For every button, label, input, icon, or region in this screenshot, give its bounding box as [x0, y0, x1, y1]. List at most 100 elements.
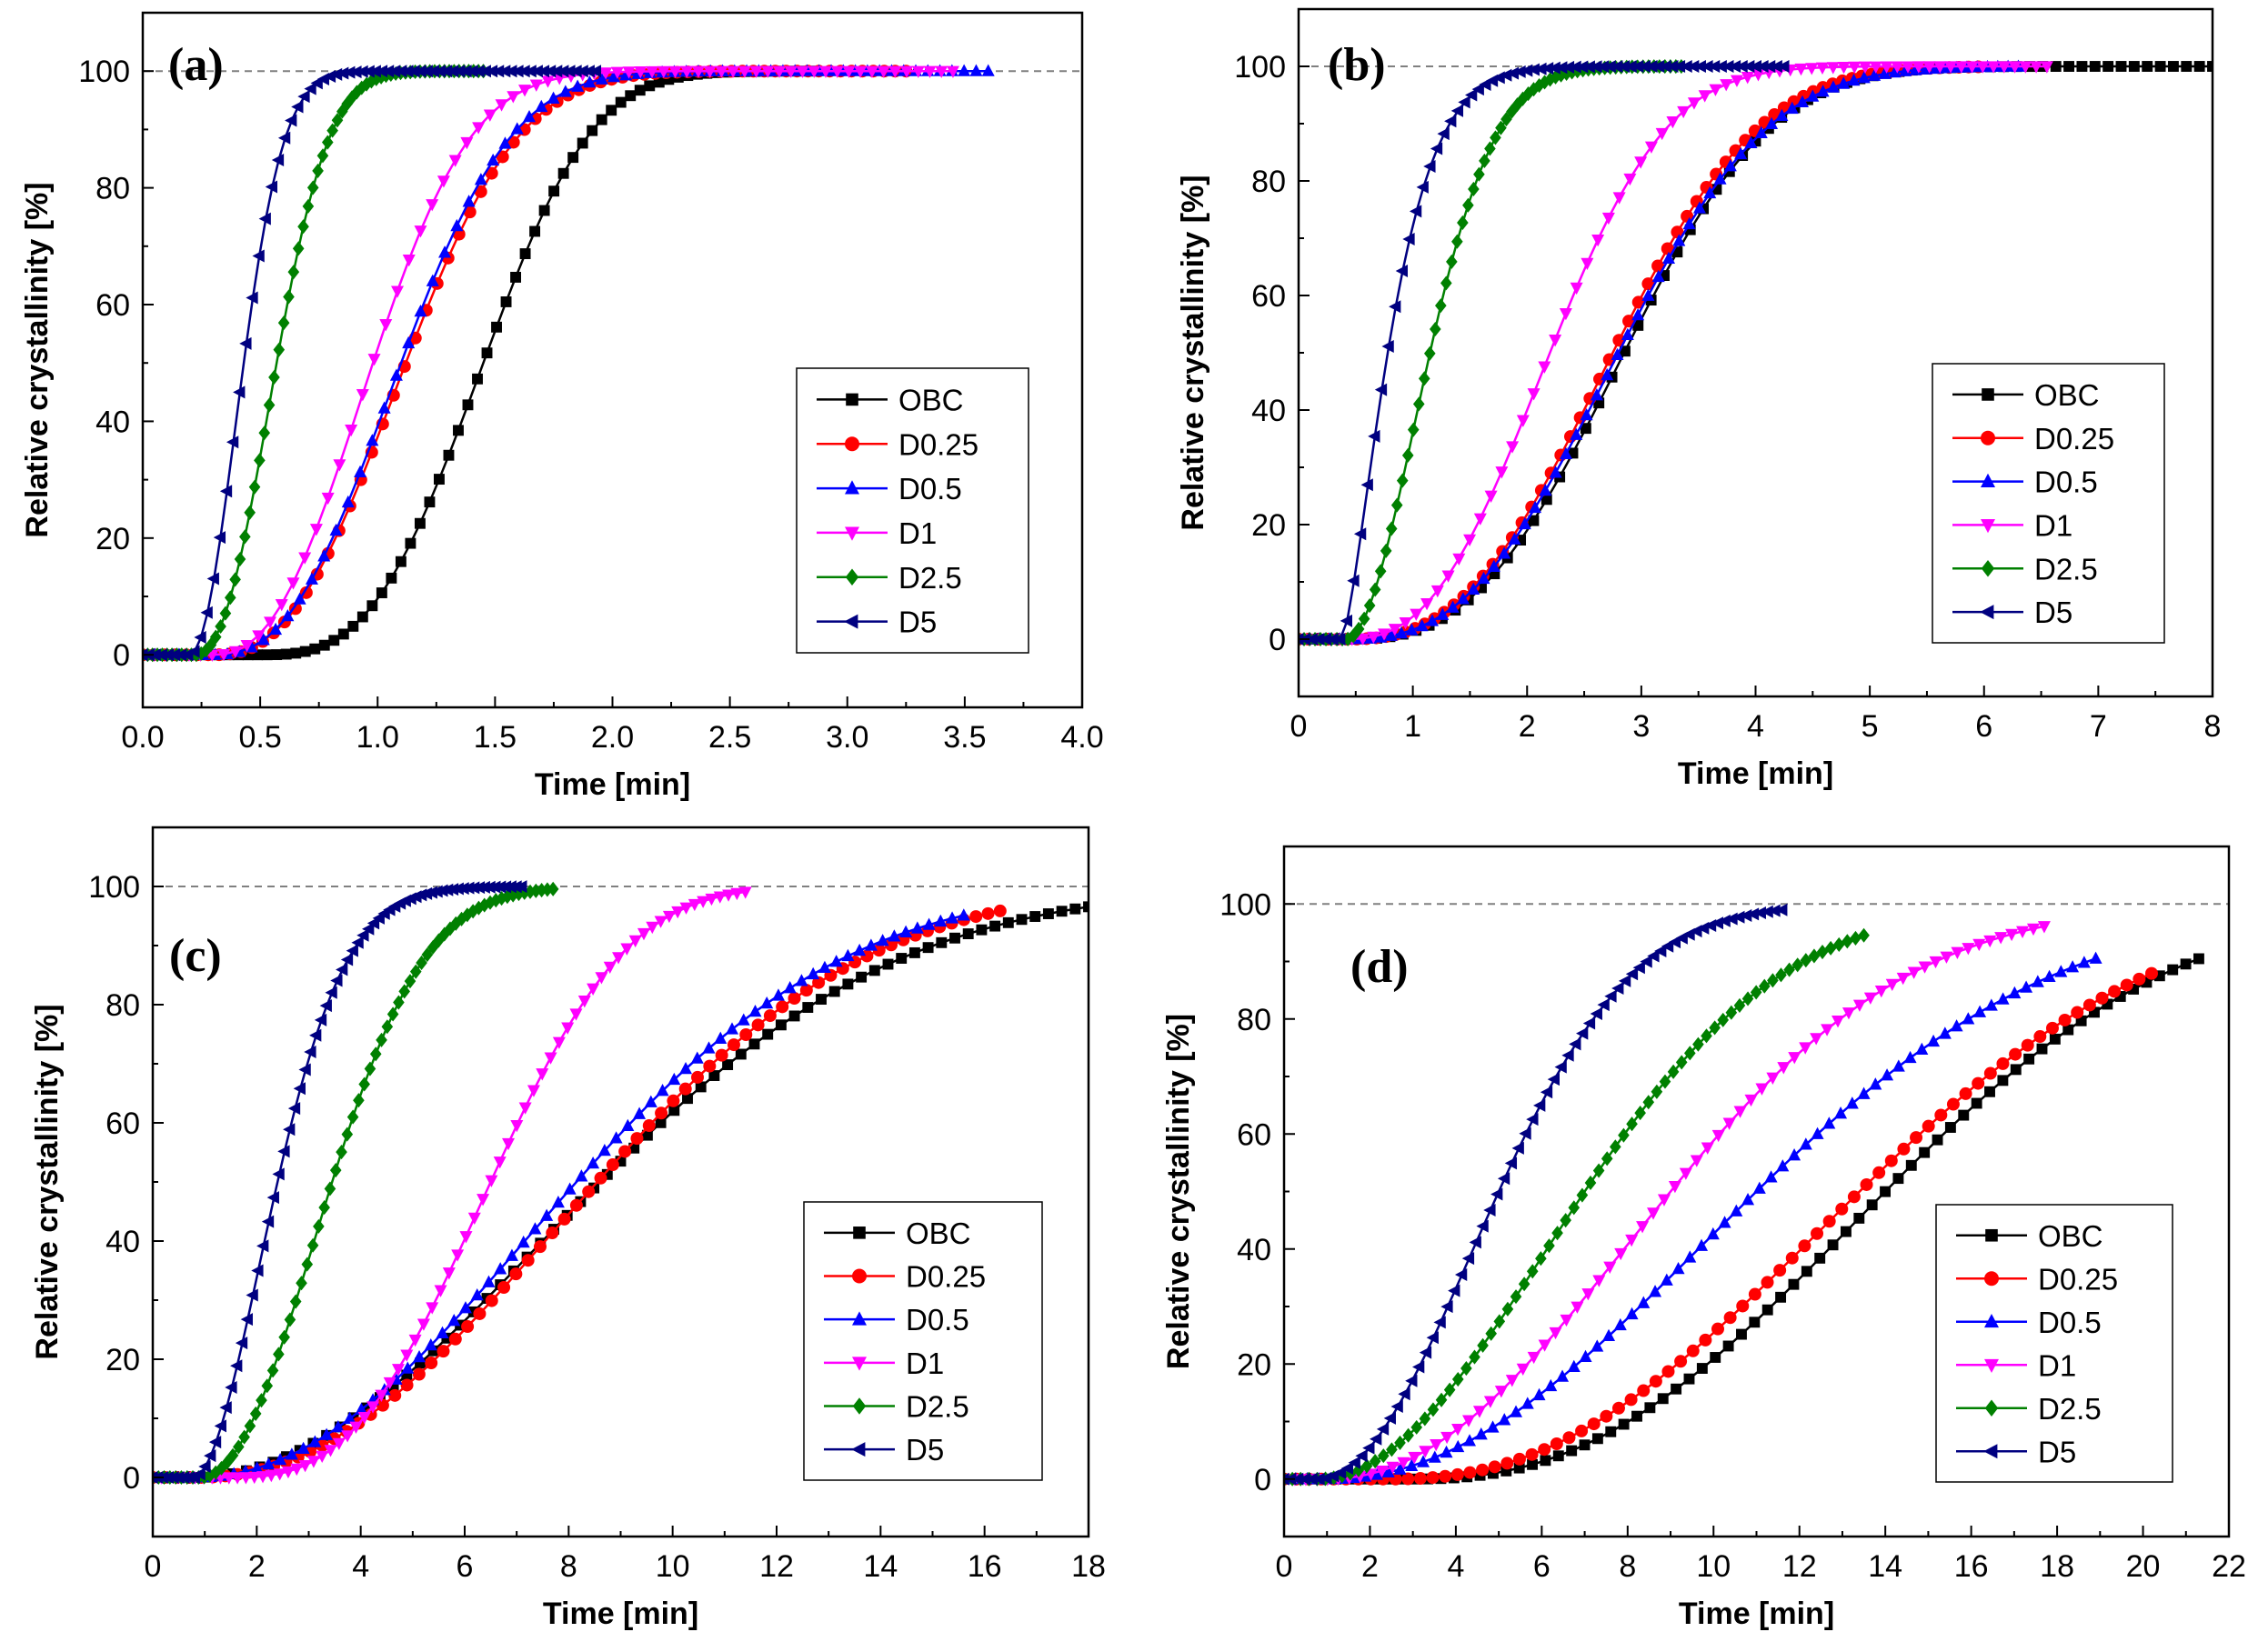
data-point	[1647, 949, 1660, 963]
data-point	[1083, 901, 1089, 913]
data-point	[981, 906, 995, 920]
data-point	[1410, 608, 1423, 621]
data-point	[1520, 1397, 1534, 1409]
data-point	[271, 649, 283, 660]
data-point	[1657, 1194, 1671, 1206]
data-point	[298, 1459, 312, 1473]
data-point	[1722, 1340, 1734, 1352]
data-point	[1560, 1213, 1571, 1228]
data-point	[1730, 75, 1743, 87]
data-point	[225, 1380, 237, 1394]
data-point	[1767, 973, 1779, 988]
data-point	[653, 76, 665, 88]
data-point	[1878, 66, 1892, 79]
data-point	[1684, 224, 1696, 235]
data-point	[2021, 1038, 2034, 1052]
data-point	[1845, 1096, 1859, 1109]
data-point	[1567, 447, 1579, 459]
data-point	[1319, 633, 1332, 646]
data-point	[518, 1102, 532, 1115]
data-point	[595, 72, 608, 85]
data-point	[316, 148, 329, 164]
chart-panel-c: 0 2 4 6 8 10 12 14 16 18 0 20 40 60 80 100 Time [min] Rel…	[30, 826, 1106, 1631]
data-point	[1467, 582, 1480, 595]
data-point	[312, 163, 324, 178]
data-point	[737, 1013, 750, 1026]
data-point	[1533, 1098, 1546, 1112]
x-tick-label: 2	[248, 1549, 266, 1584]
data-point	[1374, 564, 1387, 579]
data-point	[1312, 633, 1325, 646]
data-point	[1736, 1299, 1750, 1313]
data-point	[1654, 944, 1667, 957]
data-point	[695, 1081, 707, 1093]
data-point	[1510, 1405, 1523, 1417]
legend-marker	[846, 393, 858, 406]
data-point	[830, 65, 844, 78]
data-point	[366, 600, 378, 612]
data-point	[763, 1009, 777, 1023]
data-point	[481, 347, 493, 359]
data-point	[297, 219, 309, 235]
data-point	[1540, 1455, 1551, 1467]
legend-label: OBC	[2034, 378, 2100, 412]
data-point	[231, 1472, 245, 1485]
legend-label: OBC	[898, 383, 964, 416]
data-point	[922, 942, 934, 954]
data-point	[1675, 1055, 1688, 1070]
plot-area	[153, 880, 1089, 1486]
data-point	[784, 65, 798, 78]
data-point	[283, 289, 295, 305]
data-point	[148, 648, 161, 662]
data-point	[2114, 991, 2126, 1002]
data-point	[265, 1469, 278, 1483]
data-point	[2193, 61, 2205, 72]
data-point	[1461, 1252, 1475, 1266]
data-point	[1741, 1193, 1755, 1206]
data-point	[505, 65, 517, 78]
data-point	[281, 608, 295, 622]
data-point	[1593, 397, 1605, 409]
y-tick-label: 100	[78, 55, 130, 89]
y-tick-label: 40	[1237, 1233, 1271, 1267]
x-tick-label: 3	[1632, 709, 1650, 744]
data-point	[2020, 980, 2033, 993]
data-point	[443, 449, 455, 461]
data-point	[1874, 985, 1888, 998]
data-point	[1376, 1422, 1390, 1436]
data-point	[622, 66, 636, 79]
data-point	[230, 1359, 243, 1373]
data-point	[679, 1061, 693, 1075]
data-point	[1816, 85, 1830, 97]
data-point	[280, 648, 292, 660]
data-point	[1506, 104, 1518, 119]
data-point	[1495, 466, 1509, 479]
data-point	[281, 1466, 295, 1479]
data-point	[1640, 955, 1652, 968]
data-point	[854, 65, 868, 78]
data-point	[505, 1248, 518, 1261]
data-point	[899, 925, 913, 937]
data-point	[713, 891, 727, 904]
data-point	[1859, 61, 1872, 74]
data-point	[1718, 1216, 1731, 1228]
data-point	[1761, 905, 1773, 918]
data-point	[1698, 90, 1711, 103]
data-point	[1613, 1317, 1627, 1331]
data-point	[1881, 1068, 1894, 1081]
data-point	[1624, 1393, 1638, 1407]
data-point	[548, 185, 560, 197]
x-tick-label: 4	[1447, 1549, 1464, 1584]
data-point	[2128, 984, 2140, 995]
data-point	[1463, 1434, 1477, 1447]
data-point	[1758, 978, 1771, 994]
data-point	[377, 401, 391, 414]
x-tick-label: 12	[1782, 1549, 1817, 1584]
data-point	[1393, 1462, 1407, 1475]
data-point	[1576, 1026, 1589, 1040]
data-point	[427, 65, 440, 78]
y-tick-label: 20	[105, 1343, 140, 1377]
data-point	[1590, 60, 1602, 74]
data-point	[1463, 1466, 1477, 1479]
data-point	[200, 606, 213, 619]
